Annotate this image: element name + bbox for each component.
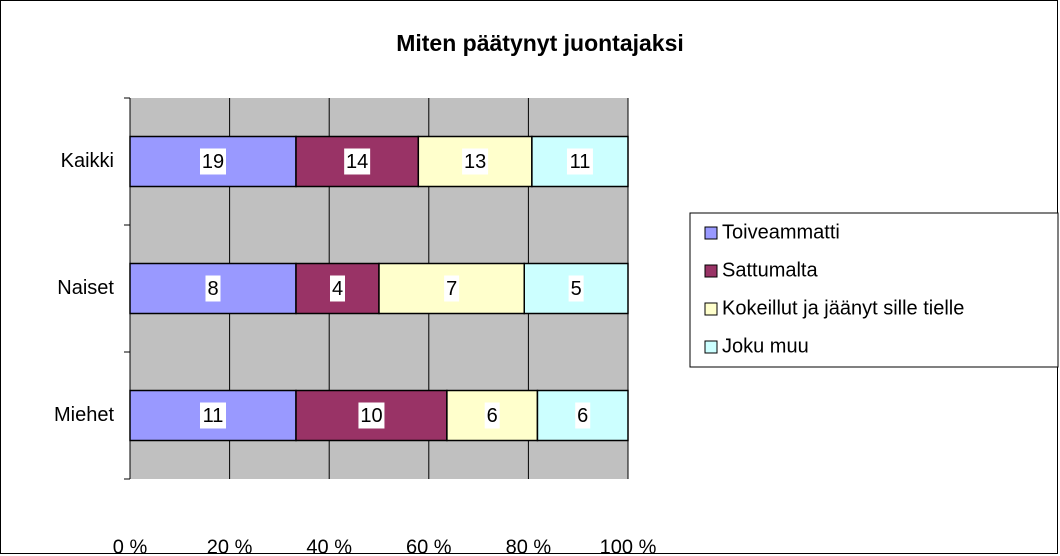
data-label-bg	[205, 275, 221, 302]
legend-swatch	[704, 226, 718, 240]
data-label: 19	[202, 151, 224, 173]
bar-segment	[295, 262, 380, 315]
data-label: 7	[446, 278, 457, 300]
data-label-bg	[444, 275, 460, 302]
data-label-bg	[344, 148, 371, 175]
data-label-bg	[568, 275, 584, 302]
legend-label: Kokeillut ja jäänyt sille tielle	[722, 297, 964, 319]
legend-box	[689, 212, 1059, 368]
data-label-bg	[358, 402, 385, 429]
x-tick-label: 80 %	[506, 536, 552, 556]
data-label-bg	[330, 275, 345, 302]
data-label: 14	[346, 151, 368, 173]
legend-label: Joku muu	[722, 335, 809, 357]
data-label-bg	[200, 402, 226, 429]
data-label: 4	[332, 278, 343, 300]
data-label: 6	[577, 405, 588, 427]
data-label-bg	[462, 148, 489, 175]
data-label-bg	[484, 402, 500, 429]
x-tick-label: 0 %	[113, 536, 148, 556]
data-label: 5	[571, 278, 582, 300]
data-label-bg	[566, 148, 593, 175]
data-label: 6	[487, 405, 498, 427]
data-label-bg	[575, 402, 591, 429]
data-label: 11	[570, 151, 591, 173]
data-label: 11	[203, 405, 224, 427]
y-tick-label: Kaikki	[61, 150, 114, 172]
legend-swatch	[704, 264, 718, 278]
data-label: 13	[464, 151, 486, 173]
legend-swatch	[704, 302, 718, 316]
x-tick-label: 40 %	[306, 536, 352, 556]
x-tick-label: 20 %	[207, 536, 253, 556]
legend-swatch	[704, 340, 718, 354]
legend-label: Toiveammatti	[722, 221, 840, 243]
data-label: 10	[360, 405, 382, 427]
legend-label: Sattumalta	[722, 259, 818, 281]
x-tick-label: 60 %	[406, 536, 452, 556]
x-tick-label: 100 %	[600, 536, 657, 556]
data-label-bg	[200, 148, 226, 175]
data-label: 8	[207, 278, 218, 300]
y-tick-label: Naiset	[57, 277, 114, 299]
y-tick-label: Miehet	[54, 404, 114, 426]
chart-title: Miten päätynyt juontajaksi	[396, 30, 684, 56]
